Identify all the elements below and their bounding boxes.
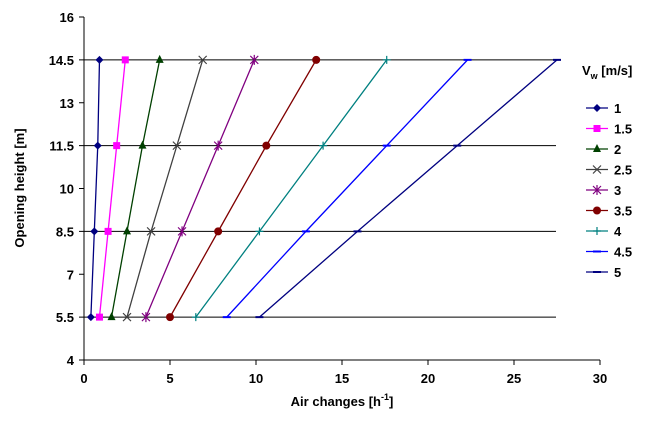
legend-label: 2 [614, 142, 621, 157]
gridlines [84, 59, 556, 318]
legend-entry: 2 [586, 142, 621, 157]
data-point [138, 140, 147, 149]
series-line [145, 59, 255, 318]
series-3 [141, 54, 259, 323]
data-point [255, 227, 264, 236]
legend-entry: 2.5 [586, 163, 632, 178]
data-point [95, 313, 103, 321]
series-4 [191, 55, 391, 322]
series-3_5 [166, 55, 321, 322]
legend-label: 5 [614, 265, 621, 280]
y-tick-label: 16 [60, 10, 74, 25]
legend-label: 1 [614, 101, 621, 116]
x-tick-label: 10 [249, 371, 263, 386]
legend-marker [593, 227, 601, 235]
legend-marker [593, 144, 601, 152]
data-point [146, 226, 156, 236]
series-4_5 [222, 58, 472, 319]
series-line [226, 59, 469, 318]
data-point [249, 54, 259, 65]
y-tick-label: 10 [60, 182, 74, 197]
y-tick-label: 14.5 [49, 53, 74, 68]
y-tick-label: 7 [67, 267, 74, 282]
data-point [86, 313, 95, 322]
data-point [90, 227, 99, 236]
series-1_5 [95, 56, 129, 321]
y-tick-labels: 4 5.5 7 8.5 10 11.5 13 14.5 16 [49, 10, 84, 368]
axes [83, 17, 600, 361]
data-point [382, 55, 391, 64]
series-line [195, 59, 388, 318]
x-tick-label: 15 [335, 371, 349, 386]
series-line [259, 59, 558, 318]
x-tick-label: 30 [593, 371, 607, 386]
data-point [104, 227, 112, 235]
data-point [122, 312, 132, 322]
legend-label: 4 [614, 224, 622, 239]
x-tick-label: 5 [166, 371, 173, 386]
data-point [319, 141, 328, 150]
series-2 [107, 54, 164, 321]
data-point [191, 313, 200, 322]
legend-marker [593, 206, 601, 215]
data-point [155, 54, 164, 63]
data-point [95, 55, 104, 64]
legend-marker [592, 165, 602, 174]
x-axis-label: Air changes [h-1] [291, 392, 394, 409]
x-tick-label: 20 [421, 371, 435, 386]
y-tick-label: 4 [67, 353, 75, 368]
data-point [107, 312, 116, 321]
y-axis-label: Opening height [m] [12, 128, 27, 247]
data-point [177, 226, 187, 237]
data-point [113, 142, 121, 150]
data-point [172, 141, 182, 151]
series-2_5 [122, 55, 208, 322]
legend-marker [593, 125, 601, 132]
series-1 [86, 55, 104, 322]
legend-marker [593, 104, 601, 112]
x-tick-label: 25 [507, 371, 521, 386]
legend-entry: 1.5 [586, 122, 632, 137]
series-line [126, 59, 204, 318]
x-tick-labels: 0 5 10 15 20 25 30 [80, 360, 607, 386]
legend-marker [592, 185, 602, 195]
legend-entry: 5 [586, 265, 621, 280]
legend-label: 2.5 [614, 163, 632, 178]
legend-title: Vw [m/s] [582, 63, 632, 81]
legend-entry: 4.5 [586, 245, 632, 260]
series-lines [86, 54, 561, 323]
legend-label: 1.5 [614, 122, 632, 137]
y-tick-label: 5.5 [56, 310, 74, 325]
data-point [214, 227, 223, 236]
data-point [93, 141, 102, 150]
data-point [312, 55, 321, 64]
y-tick-label: 13 [60, 96, 74, 111]
data-point [262, 141, 271, 150]
legend-label: 3.5 [614, 204, 632, 219]
series-line [98, 59, 126, 318]
legend: Vw [m/s] 1 1.5 2 2.5 3 3.5 4 4.5 5 [582, 63, 632, 280]
y-tick-label: 8.5 [56, 224, 74, 239]
legend-label: 4.5 [614, 245, 632, 260]
series-line [90, 59, 101, 318]
data-point [166, 313, 174, 322]
data-point [123, 226, 131, 235]
y-tick-label: 11.5 [49, 139, 74, 154]
legend-entry: 3.5 [586, 204, 632, 219]
legend-label: 3 [614, 183, 621, 198]
legend-entry: 1 [586, 101, 621, 116]
series-5 [255, 58, 561, 319]
series-line [169, 59, 317, 318]
data-point [213, 140, 223, 151]
data-point [121, 56, 129, 64]
legend-entry: 3 [586, 183, 621, 198]
legend-entry: 4 [586, 224, 622, 239]
data-point [141, 312, 151, 323]
x-tick-label: 0 [80, 371, 87, 386]
series-line [110, 59, 161, 318]
data-point [198, 55, 208, 65]
